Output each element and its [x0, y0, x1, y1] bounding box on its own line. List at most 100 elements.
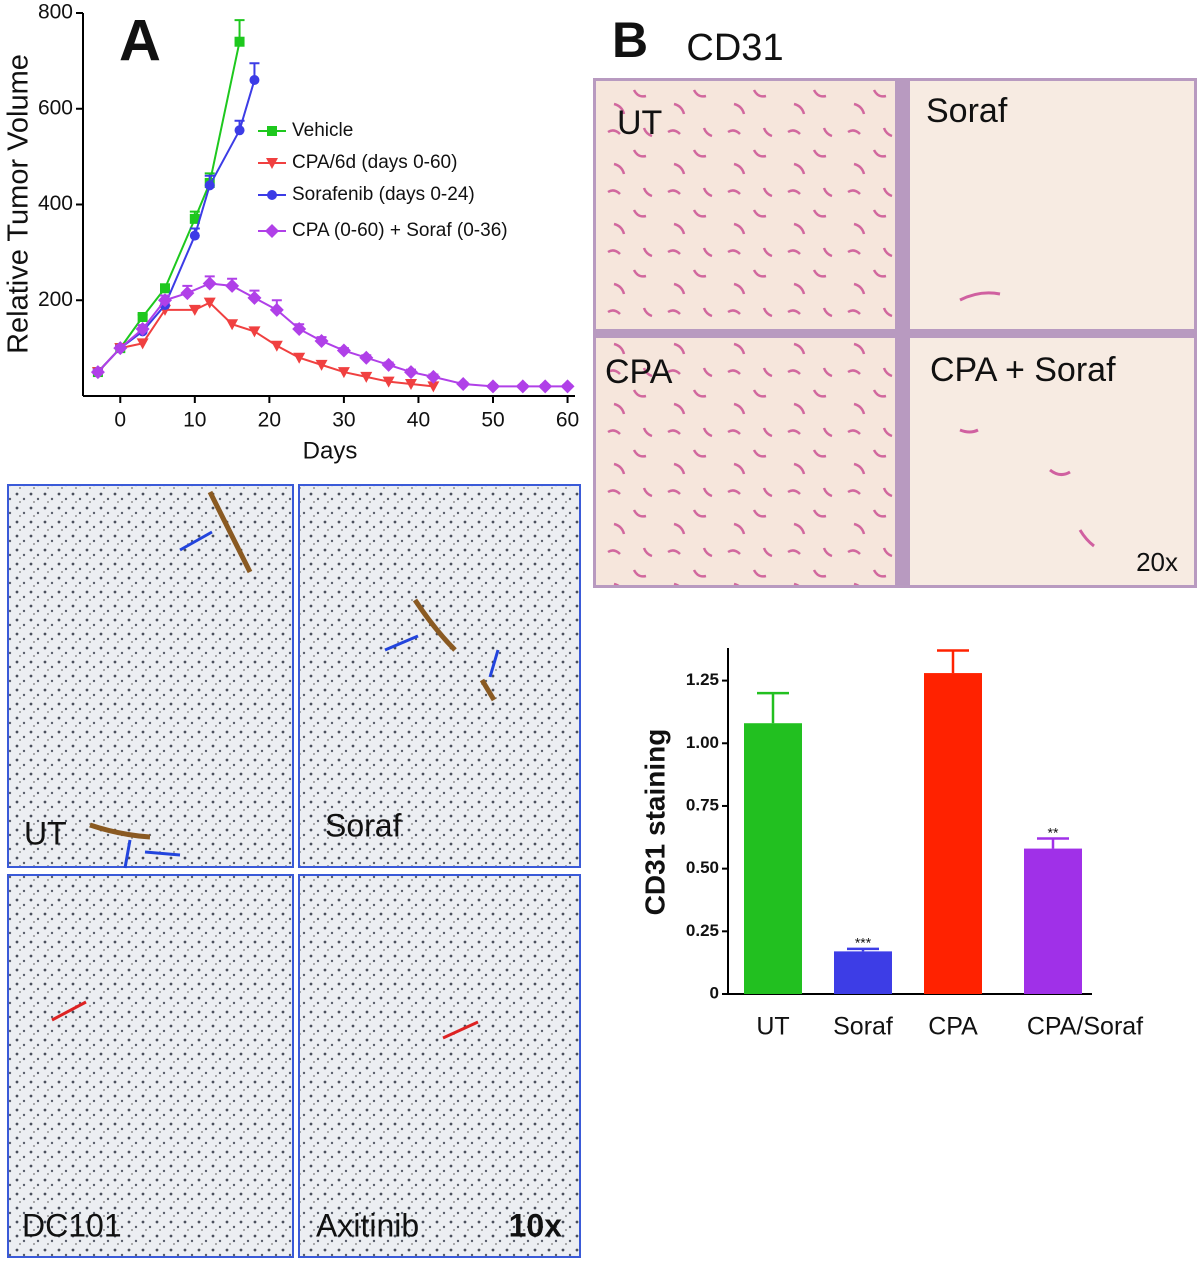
- marker: [158, 293, 172, 308]
- marker: [486, 379, 500, 394]
- x-tick-label: 30: [332, 409, 355, 432]
- legend-label: CPA/6d (days 0-60): [292, 152, 457, 173]
- marker: [404, 365, 418, 380]
- x-tick-label: 60: [556, 409, 579, 432]
- image-label: UT: [617, 104, 662, 142]
- series-line: [97, 301, 434, 388]
- marker: [426, 369, 441, 384]
- marker: [113, 341, 128, 356]
- x-tick-label: 10: [183, 409, 206, 432]
- micrograph: [910, 81, 1194, 329]
- bar: [1024, 848, 1082, 994]
- bar: [924, 673, 982, 994]
- marker: [382, 376, 395, 388]
- marker: [293, 352, 306, 364]
- y-tick-label: 0.50: [686, 858, 719, 877]
- arrows: [51, 1000, 479, 1040]
- marker: [226, 319, 239, 331]
- marker: [427, 381, 440, 393]
- x-tick-label: CPA: [928, 1013, 978, 1041]
- image-label: UT: [24, 815, 67, 851]
- bar: [744, 723, 802, 994]
- vessel: [89, 490, 497, 840]
- micrograph: [910, 338, 1194, 585]
- x-tick-label: CPA/Soraf: [1027, 1013, 1143, 1041]
- legend-marker: [267, 190, 277, 200]
- marker: [188, 304, 201, 316]
- x-tick-label: 20: [258, 409, 281, 432]
- significance: **: [1048, 824, 1059, 840]
- marker: [247, 290, 262, 305]
- micrograph: [596, 81, 895, 329]
- error-bar: [757, 691, 789, 724]
- marker: [189, 213, 200, 224]
- marker: [560, 379, 575, 394]
- marker: [249, 75, 260, 86]
- y-tick-label: 600: [38, 96, 73, 119]
- panel-label: A: [119, 8, 161, 73]
- marker: [234, 125, 245, 136]
- x-tick-label: Soraf: [833, 1013, 893, 1041]
- marker: [292, 321, 307, 336]
- marker: [202, 276, 217, 291]
- y-tick-label: 0.25: [686, 921, 719, 940]
- marker: [515, 379, 530, 394]
- marker: [538, 379, 553, 394]
- marker: [456, 377, 471, 392]
- marker: [315, 359, 328, 371]
- legend-label: Vehicle: [292, 120, 353, 141]
- x-tick-label: 0: [114, 409, 126, 432]
- image-label: CPA + Soraf: [930, 351, 1116, 389]
- image-label: CPA: [605, 353, 673, 391]
- marker: [135, 321, 150, 336]
- marker: [203, 297, 216, 309]
- micrograph: [7, 874, 294, 1258]
- marker: [225, 278, 240, 293]
- panel-title: CD31: [686, 27, 783, 69]
- vessel: [959, 291, 1095, 548]
- y-tick-label: 1.00: [686, 733, 719, 752]
- magnification: 10x: [509, 1207, 563, 1243]
- y-axis-label: CD31 staining: [639, 729, 670, 916]
- legend-label: Sorafenib (days 0-24): [292, 184, 475, 205]
- image-label: Soraf: [325, 807, 402, 843]
- marker: [360, 371, 373, 383]
- y-tick-label: 0: [710, 983, 719, 1002]
- marker: [270, 340, 283, 352]
- legend-marker: [266, 158, 278, 169]
- y-tick-label: 0.75: [686, 795, 719, 814]
- marker: [337, 367, 350, 379]
- legend-marker: [265, 224, 279, 238]
- series-line: [97, 79, 256, 373]
- marker: [405, 379, 417, 391]
- marker: [248, 326, 261, 338]
- x-axis-label: Days: [303, 437, 358, 464]
- micrograph: [7, 484, 294, 868]
- y-tick-label: 400: [38, 192, 73, 215]
- marker: [204, 180, 215, 191]
- x-tick-label: UT: [756, 1013, 789, 1041]
- error-bar: [937, 649, 969, 674]
- image-label: DC101: [22, 1207, 122, 1243]
- x-tick-label: 50: [481, 409, 504, 432]
- marker: [269, 302, 284, 317]
- y-tick-label: 800: [38, 1, 73, 24]
- arrows: [123, 530, 500, 869]
- marker: [90, 365, 105, 380]
- micrograph: [298, 874, 581, 1258]
- marker: [314, 333, 329, 348]
- y-axis-label: Relative Tumor Volume: [3, 54, 35, 354]
- image-label: Soraf: [926, 92, 1008, 130]
- image-grid: UT Soraf DC101 Axitinib 10x: [7, 484, 581, 1258]
- bar: [834, 951, 892, 994]
- series-line: [97, 41, 241, 373]
- marker: [359, 350, 374, 365]
- marker: [381, 357, 396, 372]
- micrograph: [596, 338, 895, 585]
- marker: [160, 283, 170, 294]
- magnification: 20x: [1136, 547, 1178, 577]
- image-label: Axitinib: [316, 1207, 419, 1243]
- legend-label: CPA (0-60) + Soraf (0-36): [292, 220, 508, 241]
- marker: [136, 338, 149, 350]
